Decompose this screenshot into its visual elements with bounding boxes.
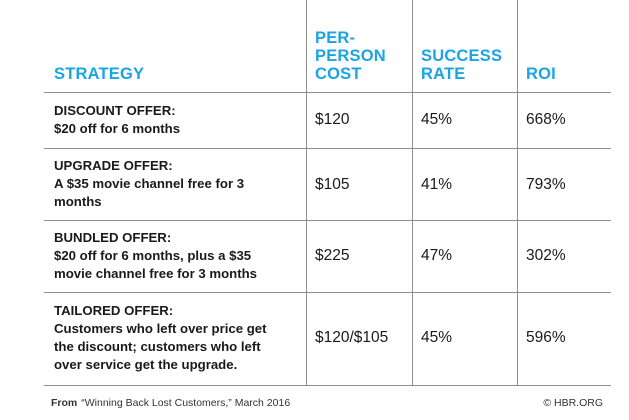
cost-cell: $225 (315, 247, 350, 264)
column-divider (306, 93, 307, 148)
column-divider (517, 221, 518, 292)
strategy-title: TAILORED OFFER: (54, 303, 174, 318)
source-from-label: From (51, 397, 78, 409)
header-success-line2: RATE (421, 65, 466, 83)
header-strategy: STRATEGY (54, 65, 144, 83)
table-header-row: STRATEGY PER- PERSON COST SUCCESS RATE R… (44, 0, 611, 93)
strategy-table: STRATEGY PER- PERSON COST SUCCESS RATE R… (44, 0, 611, 386)
header-strategy-label: STRATEGY (54, 65, 145, 83)
column-divider (306, 149, 307, 220)
table-row: DISCOUNT OFFER: $20 off for 6 months $12… (44, 93, 611, 149)
header-success-line1: SUCCESS (421, 47, 503, 65)
success-cell: 45% (421, 111, 453, 128)
column-divider (517, 293, 518, 385)
column-divider (412, 149, 413, 220)
table-row: TAILORED OFFER: Customers who left over … (44, 293, 611, 386)
success-cell: 41% (421, 176, 453, 193)
table-row: UPGRADE OFFER: A $35 movie channel free … (44, 149, 611, 221)
strategy-desc-line: Customers who left over price get (54, 321, 267, 336)
column-divider (517, 0, 518, 92)
strategy-desc-line: months (54, 194, 102, 209)
column-divider (412, 93, 413, 148)
source-citation: “Winning Back Lost Customers,” March 201… (81, 397, 291, 409)
strategy-cell: BUNDLED OFFER: $20 off for 6 months, plu… (54, 229, 257, 283)
column-divider (517, 93, 518, 148)
column-divider (412, 0, 413, 92)
strategy-cell: TAILORED OFFER: Customers who left over … (54, 302, 267, 374)
strategy-desc-line: A $35 movie channel free for 3 (54, 176, 245, 191)
column-divider (412, 221, 413, 292)
strategy-title: DISCOUNT OFFER: (54, 103, 176, 118)
column-divider (306, 221, 307, 292)
column-divider (306, 0, 307, 92)
column-divider (517, 149, 518, 220)
cost-cell: $120 (315, 111, 350, 128)
strategy-desc-line: $20 off for 6 months (54, 121, 181, 136)
roi-cell: 302% (526, 247, 566, 264)
header-roi-label: ROI (526, 65, 556, 83)
success-cell: 47% (421, 247, 453, 264)
strategy-title: UPGRADE OFFER: (54, 158, 173, 173)
strategy-desc-line: over service get the upgrade. (54, 357, 238, 372)
strategy-cell: DISCOUNT OFFER: $20 off for 6 months (54, 102, 180, 138)
cost-cell: $105 (315, 176, 350, 193)
strategy-desc-line: $20 off for 6 months, plus a $35 (54, 248, 252, 263)
strategy-title: BUNDLED OFFER: (54, 230, 172, 245)
header-per-person-cost: PER- PERSON COST (315, 29, 386, 83)
column-divider (412, 293, 413, 385)
strategy-desc-line: the discount; customers who left (54, 339, 261, 354)
roi-cell: 596% (526, 329, 566, 346)
cost-cell: $120/$105 (315, 329, 389, 346)
header-cost-line2: PERSON (315, 47, 386, 65)
header-cost-line3: COST (315, 65, 362, 83)
strategy-cell: UPGRADE OFFER: A $35 movie channel free … (54, 157, 244, 211)
header-cost-line1: PER- (315, 29, 356, 47)
roi-cell: 668% (526, 111, 566, 128)
column-divider (306, 293, 307, 385)
strategy-desc-line: movie channel free for 3 months (54, 266, 257, 281)
copyright-credit: © HBR.ORG (543, 397, 603, 409)
roi-cell: 793% (526, 176, 566, 193)
header-success-rate: SUCCESS RATE (421, 47, 502, 83)
table-row: BUNDLED OFFER: $20 off for 6 months, plu… (44, 221, 611, 293)
source-note: From “Winning Back Lost Customers,” March… (51, 397, 290, 409)
header-roi: ROI (526, 65, 556, 83)
success-cell: 45% (421, 329, 453, 346)
